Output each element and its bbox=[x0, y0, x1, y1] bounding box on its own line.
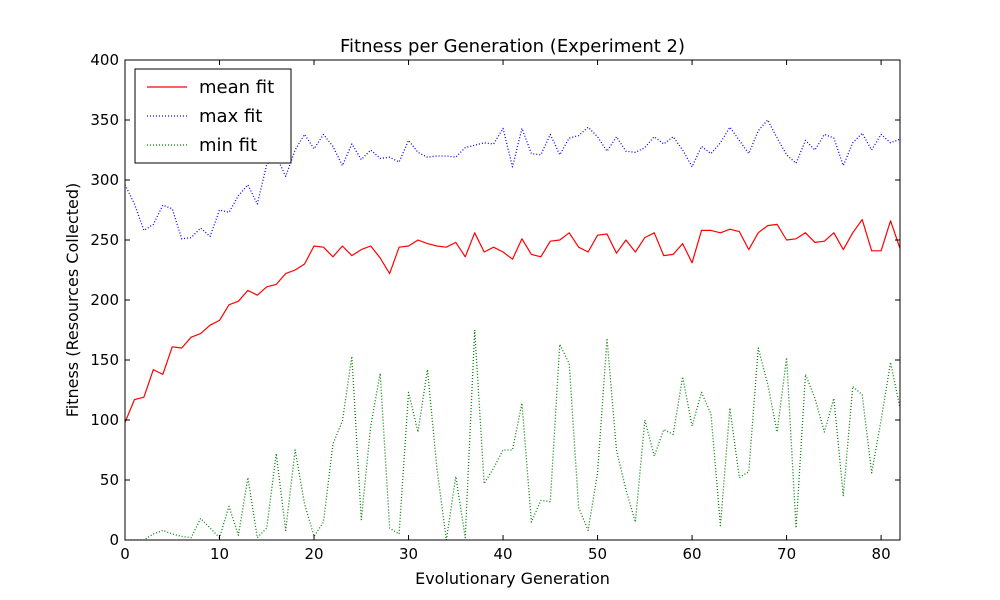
series-group bbox=[125, 119, 900, 540]
series-line-min-fit bbox=[125, 329, 900, 540]
legend-label-min-fit: min fit bbox=[199, 135, 257, 156]
y-tick-label: 400 bbox=[90, 51, 119, 69]
y-tick-label: 100 bbox=[90, 411, 119, 429]
x-tick-label: 50 bbox=[588, 545, 607, 563]
x-tick-label: 0 bbox=[120, 545, 130, 563]
y-tick-label: 300 bbox=[90, 171, 119, 189]
series-line-max-fit bbox=[125, 119, 900, 240]
y-axis-title: Fitness (Resources Collected) bbox=[63, 183, 82, 418]
legend-box bbox=[134, 68, 292, 164]
y-tick-label: 350 bbox=[90, 111, 119, 129]
y-tick-label: 150 bbox=[90, 351, 119, 369]
legend: mean fit max fit min fit bbox=[134, 68, 292, 164]
chart-title: Fitness per Generation (Experiment 2) bbox=[340, 36, 685, 57]
series-line-mean-fit bbox=[125, 219, 900, 423]
legend-label-max-fit: max fit bbox=[199, 106, 262, 127]
y-tick-label: 0 bbox=[109, 531, 119, 549]
y-tick-label: 50 bbox=[100, 471, 119, 489]
x-axis-title: Evolutionary Generation bbox=[415, 569, 610, 588]
ticks-group: 0 10 20 30 40 50 60 70 80 0 50 100 150 200 250 300 350 40… bbox=[90, 51, 900, 563]
x-tick-label: 60 bbox=[683, 545, 702, 563]
x-tick-label: 70 bbox=[777, 545, 796, 563]
x-tick-label: 40 bbox=[494, 545, 513, 563]
x-tick-label: 30 bbox=[399, 545, 418, 563]
y-tick-label: 200 bbox=[90, 291, 119, 309]
x-tick-label: 10 bbox=[210, 545, 229, 563]
legend-label-mean-fit: mean fit bbox=[199, 77, 274, 98]
x-tick-label: 80 bbox=[872, 545, 891, 563]
x-tick-label: 20 bbox=[304, 545, 323, 563]
y-tick-label: 250 bbox=[90, 231, 119, 249]
